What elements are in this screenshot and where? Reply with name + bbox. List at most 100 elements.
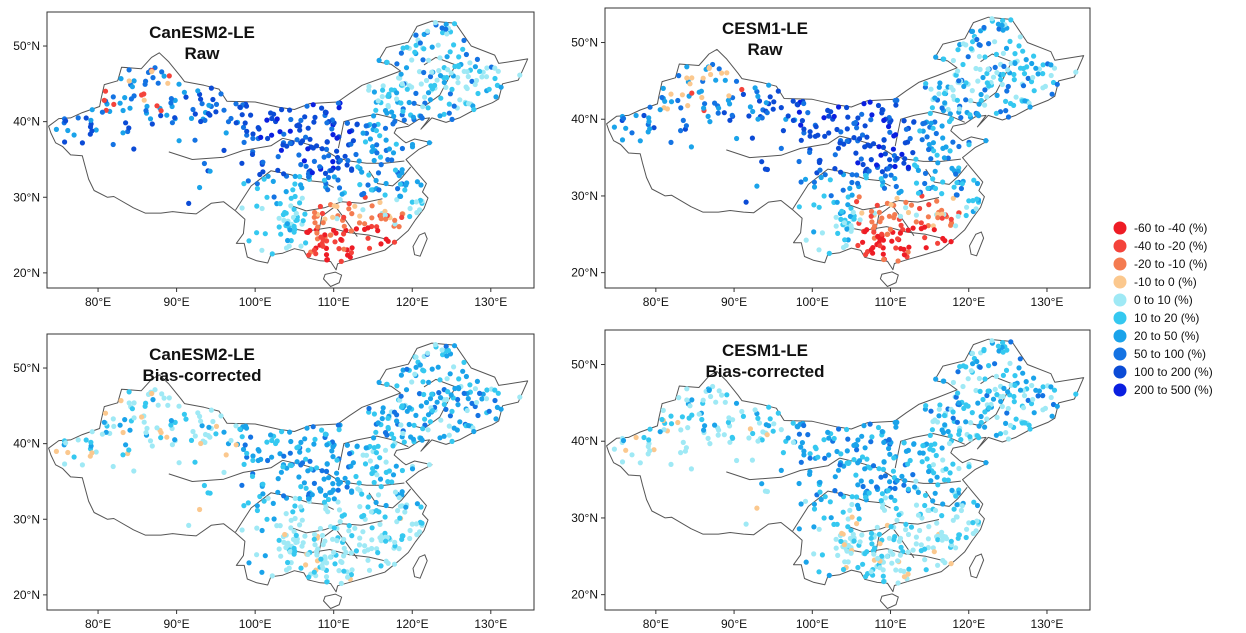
station-dot xyxy=(378,538,384,544)
station-dot xyxy=(287,227,293,233)
station-dot xyxy=(452,385,458,392)
station-dot xyxy=(870,463,877,469)
station-dot xyxy=(317,164,323,170)
station-dot xyxy=(451,21,458,27)
station-dot xyxy=(668,99,675,105)
station-dot xyxy=(110,416,116,422)
station-dot xyxy=(329,448,335,454)
station-dot xyxy=(346,206,352,212)
station-dot xyxy=(851,135,857,141)
station-dot xyxy=(862,445,868,451)
station-dot xyxy=(733,78,740,84)
station-dot xyxy=(435,364,441,370)
station-dot xyxy=(99,431,105,437)
map-panel-2: 80°E 90°E 100°E 110°E 120°E 130°E20°N30°N40°N… xyxy=(571,7,1091,309)
station-dot xyxy=(958,115,964,121)
station-dot xyxy=(939,537,945,543)
station-dot xyxy=(668,461,674,467)
station-dot xyxy=(963,534,969,541)
station-dot xyxy=(262,231,268,237)
station-dot xyxy=(312,531,318,538)
station-dot xyxy=(708,393,714,400)
station-dot xyxy=(335,165,341,171)
station-dot xyxy=(1003,430,1009,436)
station-dot xyxy=(407,535,413,542)
station-dot xyxy=(895,258,901,264)
station-dot xyxy=(941,378,947,384)
station-dot xyxy=(283,510,289,517)
station-dot xyxy=(796,526,802,532)
legend-label: -60 to -40 (%) xyxy=(1134,221,1207,235)
station-dot xyxy=(456,64,462,70)
station-dot xyxy=(377,199,383,205)
station-dot xyxy=(311,158,317,164)
x-tick-label: 90°E xyxy=(164,295,190,309)
station-dot xyxy=(269,437,275,444)
station-dot xyxy=(930,140,937,146)
station-dot xyxy=(260,159,266,165)
station-dot xyxy=(446,110,452,116)
station-dot xyxy=(858,156,864,162)
station-dot xyxy=(1040,62,1046,68)
station-dot xyxy=(202,439,208,445)
station-dot xyxy=(277,129,283,135)
station-dot xyxy=(950,379,957,386)
station-dot xyxy=(366,567,373,573)
station-dot xyxy=(684,397,690,403)
station-dot xyxy=(934,198,940,204)
station-dot xyxy=(715,110,721,116)
station-dot xyxy=(633,434,639,441)
station-dot xyxy=(840,509,846,515)
station-dot xyxy=(127,427,133,433)
station-dot xyxy=(903,448,910,454)
station-dot xyxy=(418,182,424,188)
station-dot xyxy=(929,427,936,433)
station-dot xyxy=(389,109,395,115)
station-dot xyxy=(394,383,400,389)
station-dot xyxy=(414,179,420,185)
station-dot xyxy=(296,444,302,450)
station-dot xyxy=(425,28,431,34)
station-dot xyxy=(841,542,848,548)
station-dot xyxy=(943,466,949,472)
station-dot xyxy=(277,523,283,529)
station-dot xyxy=(404,366,410,372)
station-dot xyxy=(360,130,366,136)
station-dot xyxy=(192,433,198,439)
station-dot xyxy=(764,488,771,495)
station-dot xyxy=(484,65,490,71)
station-dot xyxy=(341,545,347,551)
station-dot xyxy=(801,126,807,132)
station-dot xyxy=(451,42,457,48)
station-dot xyxy=(641,434,647,441)
station-dot xyxy=(839,530,845,537)
station-dot xyxy=(953,394,959,400)
station-dot xyxy=(269,573,275,579)
station-dot xyxy=(120,107,126,114)
station-dot xyxy=(903,527,909,533)
station-dot xyxy=(989,338,995,344)
station-dot xyxy=(223,130,229,136)
station-dot xyxy=(349,533,355,539)
station-dot xyxy=(940,135,946,141)
station-dot xyxy=(1000,18,1006,24)
station-dot xyxy=(948,239,954,245)
station-dot xyxy=(323,146,330,152)
station-dot xyxy=(309,492,315,498)
station-dot xyxy=(811,184,818,190)
station-dot xyxy=(874,202,880,208)
station-dot xyxy=(330,159,336,165)
station-dot xyxy=(307,136,313,142)
station-dot xyxy=(195,410,201,416)
station-dot xyxy=(882,495,889,501)
station-dot xyxy=(1042,83,1048,89)
station-dot xyxy=(684,64,690,70)
station-dot xyxy=(122,95,128,101)
station-dot xyxy=(382,208,388,214)
x-tick-label: 130°E xyxy=(474,295,507,309)
station-dot xyxy=(868,247,874,253)
station-dot xyxy=(330,454,336,460)
station-dot xyxy=(859,454,866,460)
station-dot xyxy=(974,36,980,43)
station-dot xyxy=(844,548,850,554)
